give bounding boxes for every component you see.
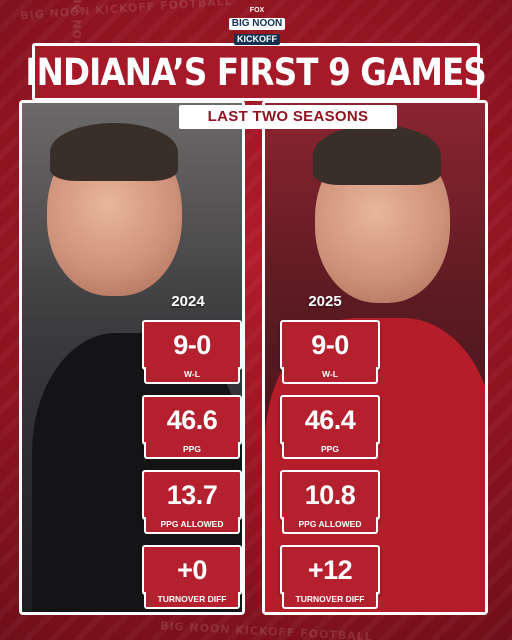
- coach-hair: [50, 123, 178, 181]
- stat-value: 9-0: [142, 320, 242, 370]
- stat-wl: 9-0 W-L: [142, 320, 242, 384]
- stat-value: +12: [280, 545, 380, 595]
- title-block: INDIANA’S FIRST 9 GAMES LAST TWO SEASONS: [26, 35, 487, 129]
- season-year-label: 2024: [171, 293, 205, 310]
- logo-line-3: KICKOFF: [234, 34, 280, 45]
- stat-label: W-L: [282, 367, 378, 384]
- season-panel-2025: 2025 9-0 W-L 46.4 PPG 10.8 PPG ALLOWED +…: [262, 100, 488, 615]
- stat-value: 13.7: [142, 470, 242, 520]
- page-subtitle: LAST TWO SEASONS: [179, 105, 397, 129]
- background-watermark-text: BIG NOON KICKOFF FOOTBALL: [159, 619, 374, 640]
- stat-value: 10.8: [280, 470, 380, 520]
- stat-ppg-allowed: 10.8 PPG ALLOWED: [280, 470, 380, 534]
- background-watermark-text: BIG NOON KICKOFF FOOTBALL: [19, 0, 234, 23]
- stat-turnover-diff: +0 TURNOVER DIFF: [142, 545, 242, 609]
- stat-label: PPG ALLOWED: [144, 517, 240, 534]
- logo-line-1: FOX: [249, 7, 265, 14]
- stat-label: TURNOVER DIFF: [144, 592, 240, 609]
- stat-label: W-L: [144, 367, 240, 384]
- stat-label: PPG: [144, 442, 240, 459]
- stat-value: 46.4: [280, 395, 380, 445]
- stat-turnover-diff: +12 TURNOVER DIFF: [280, 545, 380, 609]
- stat-label: PPG: [282, 442, 378, 459]
- coach-hair: [313, 125, 441, 185]
- stat-label: TURNOVER DIFF: [282, 592, 378, 609]
- season-panel-2024: 2024 9-0 W-L 46.6 PPG 13.7 PPG ALLOWED +…: [19, 100, 245, 615]
- season-year-label: 2025: [308, 293, 342, 310]
- big-noon-kickoff-logo: FOX BIG NOON KICKOFF: [226, 7, 288, 45]
- stat-value: +0: [142, 545, 242, 595]
- stat-wl: 9-0 W-L: [280, 320, 380, 384]
- stat-value: 46.6: [142, 395, 242, 445]
- logo-line-2: BIG NOON: [228, 18, 286, 30]
- stat-value: 9-0: [280, 320, 380, 370]
- stat-label: PPG ALLOWED: [282, 517, 378, 534]
- title-banner: INDIANA’S FIRST 9 GAMES: [26, 43, 487, 101]
- stat-ppg: 46.4 PPG: [280, 395, 380, 459]
- stat-ppg: 46.6 PPG: [142, 395, 242, 459]
- stat-ppg-allowed: 13.7 PPG ALLOWED: [142, 470, 242, 534]
- page-title: INDIANA’S FIRST 9 GAMES: [25, 50, 487, 94]
